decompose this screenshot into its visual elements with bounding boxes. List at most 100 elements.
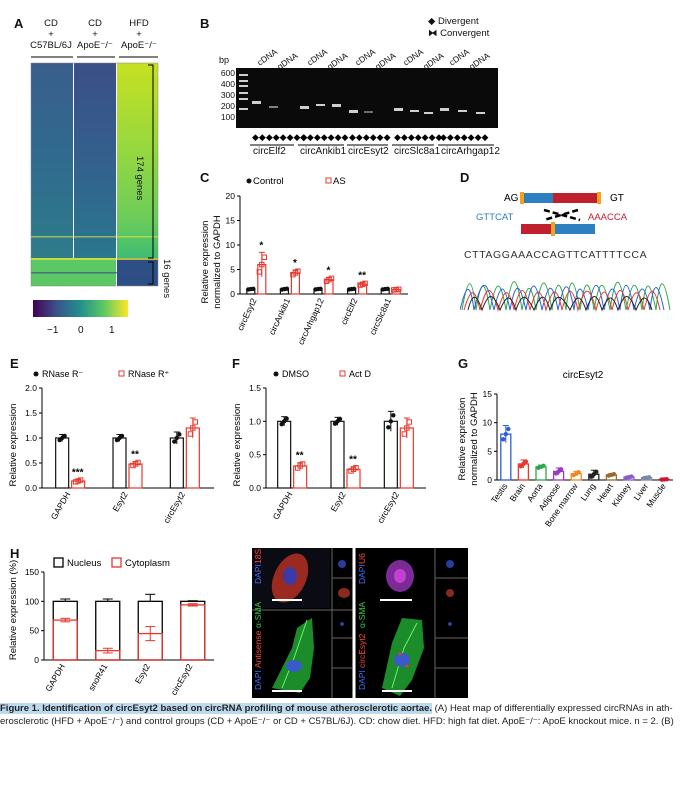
chart-e-ylabel: Relative expression xyxy=(8,404,19,487)
y-tick-label: 20 xyxy=(226,191,236,201)
chart-c-ylabel2: normalized to GAPDH xyxy=(212,215,223,309)
data-point xyxy=(353,465,359,471)
data-point xyxy=(261,254,267,260)
fish-left-image: DAPI 18S DAPI U6 DAPI Antisense α-SMA DA… xyxy=(252,548,468,698)
caption-text-1: (A) Heat map of differentially expressed… xyxy=(432,703,673,714)
significance-label: ** xyxy=(358,271,366,282)
chart-h-legend-cytoplasm: Cytoplasm xyxy=(125,558,170,569)
significance-label: *** xyxy=(72,468,84,479)
y-tick-label: 1.0 xyxy=(249,416,261,426)
x-tick-label: circArhgap12 xyxy=(296,296,326,346)
y-tick-label: 0.5 xyxy=(25,458,37,468)
data-point xyxy=(401,431,408,437)
y-tick-label: 15 xyxy=(483,389,493,399)
y-tick-label: 0 xyxy=(487,475,492,485)
data-point xyxy=(501,437,506,442)
y-tick-label: 2.0 xyxy=(25,383,37,393)
significance-label: ** xyxy=(296,451,304,462)
svg-text:◆◆◆◆◆◆: ◆◆◆◆◆◆ xyxy=(349,132,391,142)
x-tick-label: Esyt2 xyxy=(328,490,347,514)
heatmap-svg xyxy=(30,56,159,317)
caption-title: Figure 1. Identification of circEsyt2 ba… xyxy=(0,703,432,714)
y-tick-label: 0.0 xyxy=(249,483,261,493)
data-point xyxy=(328,275,335,282)
data-point xyxy=(506,426,511,432)
x-tick-label: snoR41 xyxy=(86,662,109,693)
y-tick-label: 1.5 xyxy=(25,408,37,418)
svg-text:◆◆◆◆◆◆◆: ◆◆◆◆◆◆◆ xyxy=(394,132,443,142)
data-point xyxy=(77,477,84,483)
panel-f-label: F xyxy=(232,356,240,371)
colorbar-tick-1: 1 xyxy=(109,325,115,336)
data-point xyxy=(187,431,194,437)
fish-label-antisense: Antisense xyxy=(253,630,263,668)
bar xyxy=(55,437,70,489)
x-tick-label: circAnkib1 xyxy=(267,296,293,336)
data-point xyxy=(385,286,390,292)
group-label-3: HFD + ApoE⁻/⁻ xyxy=(121,18,157,51)
data-point xyxy=(629,474,634,479)
y-tick-label: 100 xyxy=(25,596,39,606)
x-tick-label: GAPDH xyxy=(43,662,67,693)
gel-ladder-labels: 600 400 300 200 100 xyxy=(220,68,235,122)
data-point xyxy=(523,459,529,464)
fish-label-asma-1: α-SMA xyxy=(253,602,263,628)
data-point xyxy=(172,439,177,444)
fish-label-asma-2: α-SMA xyxy=(357,602,367,628)
chart-c-ylabel1: Relative expression xyxy=(200,221,211,304)
data-point xyxy=(318,286,323,292)
panel-h-label: H xyxy=(10,546,20,561)
x-tick-label: circElf2 xyxy=(339,296,360,326)
x-tick-label: circEsyt2 xyxy=(375,490,401,525)
splice-right-seq: AAACCA xyxy=(588,212,628,223)
splice-diagram: AG GT GTTCAT AAACCA CTTAGGAAACCAGTTCATTT… xyxy=(460,192,671,312)
splice-left-ag: AG xyxy=(504,193,519,204)
convergent-icon: ⧓ xyxy=(428,28,441,39)
x-tick-label: circSlc8a1 xyxy=(367,296,393,336)
data-point xyxy=(404,425,410,431)
chart-c-legend-as: AS xyxy=(333,176,346,187)
legend-divergent: ◆ Divergent xyxy=(428,16,479,27)
svg-text:◆◆◆◆◆◆◆◆: ◆◆◆◆◆◆◆◆ xyxy=(252,132,307,142)
data-point xyxy=(62,433,67,439)
chart-f-legend-actd: Act D xyxy=(349,369,372,379)
data-point xyxy=(174,435,180,441)
x-tick-label: circEsyt2 xyxy=(235,296,259,332)
gel-bp-label: bp xyxy=(219,55,230,65)
y-tick-label: 0 xyxy=(34,655,39,665)
data-point xyxy=(386,425,391,430)
group-label-1: CD + C57BL/6J xyxy=(30,18,72,51)
panel-c-label: C xyxy=(200,170,210,185)
data-point xyxy=(259,261,265,268)
colorbar-tick-0: 0 xyxy=(78,325,84,336)
chart-h-legend-nucleus: Nucleus xyxy=(67,558,102,569)
data-point xyxy=(558,467,564,472)
data-point xyxy=(503,431,508,437)
data-point xyxy=(396,286,402,292)
bar xyxy=(277,420,292,489)
y-tick-label: 5 xyxy=(487,446,492,456)
fish-label-dapi-2: DAPI xyxy=(357,564,367,584)
panel-b-label: B xyxy=(200,16,210,31)
y-tick-label: 10 xyxy=(226,240,236,250)
y-tick-label: 0.0 xyxy=(25,483,37,493)
y-tick-label: 10 xyxy=(483,418,493,428)
x-tick-label: circEsyt2 xyxy=(161,490,187,525)
heatmap-body xyxy=(30,62,159,287)
figure-caption: Figure 1. Identification of circEsyt2 ba… xyxy=(0,702,683,790)
data-point xyxy=(279,421,284,427)
data-point xyxy=(406,419,413,425)
data-point xyxy=(299,461,306,467)
data-point xyxy=(119,433,125,439)
data-point xyxy=(664,477,669,482)
chart-c-legend-control: Control xyxy=(253,176,284,187)
x-tick-label: circEsyt2 xyxy=(169,662,195,697)
fish-label-dapi-4: DAPI xyxy=(357,670,367,690)
chart-f-ylabel: Relative expression xyxy=(232,404,243,487)
chart-c: Control AS Relative expression normalize… xyxy=(200,176,408,346)
gel-image: ◆◆◆◆◆◆◆◆◆◆◆◆◆◆◆ ◆◆◆◆◆◆ ◆◆◆◆◆◆◆◆◆◆◆◆◆◆ xyxy=(236,68,498,146)
data-point xyxy=(576,470,581,475)
bar xyxy=(330,420,345,489)
chart-e: RNase R⁻ RNase R⁺ Relative expression 0.… xyxy=(8,369,214,525)
data-point xyxy=(177,432,182,437)
